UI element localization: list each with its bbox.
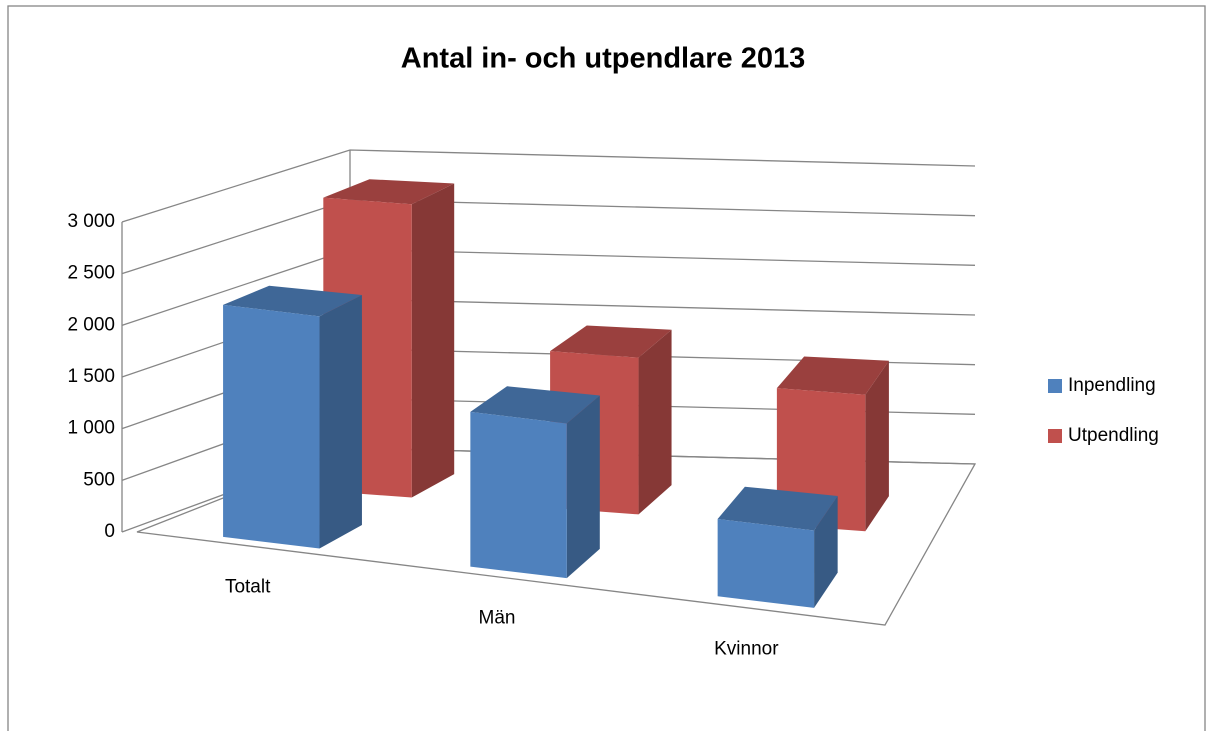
legend-swatch (1048, 379, 1062, 393)
bar (717, 486, 838, 608)
bar-side (319, 295, 362, 549)
grid-line (121, 149, 976, 223)
bar-front (223, 304, 320, 549)
y-tick-label: 2 500 (67, 263, 115, 284)
x-tick-label: Män (479, 608, 516, 629)
y-tick-label: 0 (104, 521, 115, 542)
chart-title: Antal in- och utpendlare 2013 (401, 43, 805, 75)
y-tick-label: 2 000 (67, 314, 115, 335)
bar (470, 386, 600, 579)
bar-side (865, 360, 889, 532)
bar-top (776, 356, 889, 395)
y-tick-label: 1 500 (67, 366, 115, 387)
bar-front (470, 411, 567, 579)
bar-side (638, 329, 672, 515)
x-tick-label: Kvinnor (714, 639, 779, 660)
bar (223, 285, 362, 549)
bar-top (323, 179, 455, 205)
bar-side (566, 395, 600, 579)
legend-label: Inpendling (1068, 375, 1156, 396)
y-tick-label: 500 (83, 469, 115, 490)
bar (776, 356, 889, 532)
y-tick-label: 1 000 (67, 418, 115, 439)
legend-label: Utpendling (1068, 425, 1159, 446)
bar-side (814, 495, 838, 608)
bar-top (223, 285, 362, 317)
bar-front (717, 518, 815, 608)
bar-top (470, 386, 600, 424)
legend-swatch (1048, 429, 1062, 443)
y-tick-label: 3 000 (67, 211, 115, 232)
bar-side (411, 183, 455, 498)
bar-top (550, 325, 672, 358)
x-tick-label: Totalt (225, 577, 271, 598)
bar-top (717, 486, 838, 531)
